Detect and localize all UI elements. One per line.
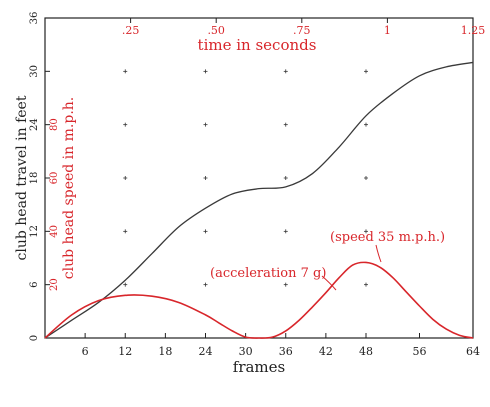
speed-tick-label: 20 bbox=[49, 278, 60, 291]
x-tick-label: 48 bbox=[359, 345, 373, 358]
y-tick-label: 24 bbox=[29, 118, 40, 131]
top-tick-label: .25 bbox=[122, 24, 140, 37]
y-tick-label: 18 bbox=[29, 172, 40, 185]
top-tick-label: .50 bbox=[207, 24, 225, 37]
top-tick-label: 1 bbox=[384, 24, 391, 37]
top-tick-label: 1.25 bbox=[461, 24, 486, 37]
annotation-speed-leader bbox=[375, 244, 382, 263]
top-axis-title: time in seconds bbox=[198, 36, 317, 54]
x-tick-label: 64 bbox=[466, 345, 480, 358]
y-tick-label: 6 bbox=[29, 281, 40, 287]
tick-labels: 6 12 18 24 30 36 42 48 56 64 0 6 12 18 24 30 36 .25 .50 .75… bbox=[29, 12, 485, 358]
y-tick-label: 30 bbox=[29, 65, 40, 78]
x-axis-title: frames bbox=[233, 358, 285, 376]
x-tick-label: 42 bbox=[319, 345, 333, 358]
x-tick-label: 56 bbox=[413, 345, 427, 358]
speed-tick-label: 60 bbox=[49, 172, 60, 185]
x-tick-label: 36 bbox=[279, 345, 293, 358]
annotation-acceleration-leader bbox=[321, 275, 337, 291]
plot-frame bbox=[44, 17, 474, 339]
axis-ticks bbox=[45, 17, 474, 339]
annotation-speed: (speed 35 m.p.h.) bbox=[330, 230, 445, 245]
y-tick-label: 12 bbox=[29, 225, 40, 238]
grid-crosses bbox=[123, 69, 368, 287]
x-tick-label: 24 bbox=[199, 345, 213, 358]
speed-tick-label: 40 bbox=[49, 225, 60, 238]
top-tick-label: .75 bbox=[293, 24, 311, 37]
speed-tick-label: 80 bbox=[49, 118, 60, 131]
inner-axis-title: club head speed in m.p.h. bbox=[61, 97, 77, 280]
y-tick-label: 0 bbox=[29, 335, 40, 341]
speed-series-line bbox=[44, 261, 474, 339]
x-tick-label: 6 bbox=[82, 345, 89, 358]
x-tick-label: 12 bbox=[118, 345, 132, 358]
travel-series-line bbox=[44, 61, 474, 339]
left-axis-title: club head travel in feet bbox=[14, 95, 30, 260]
y-tick-label: 36 bbox=[29, 12, 40, 25]
x-tick-label: 18 bbox=[158, 345, 172, 358]
annotation-acceleration: (acceleration 7 g) bbox=[210, 266, 326, 281]
x-tick-label: 30 bbox=[239, 345, 253, 358]
